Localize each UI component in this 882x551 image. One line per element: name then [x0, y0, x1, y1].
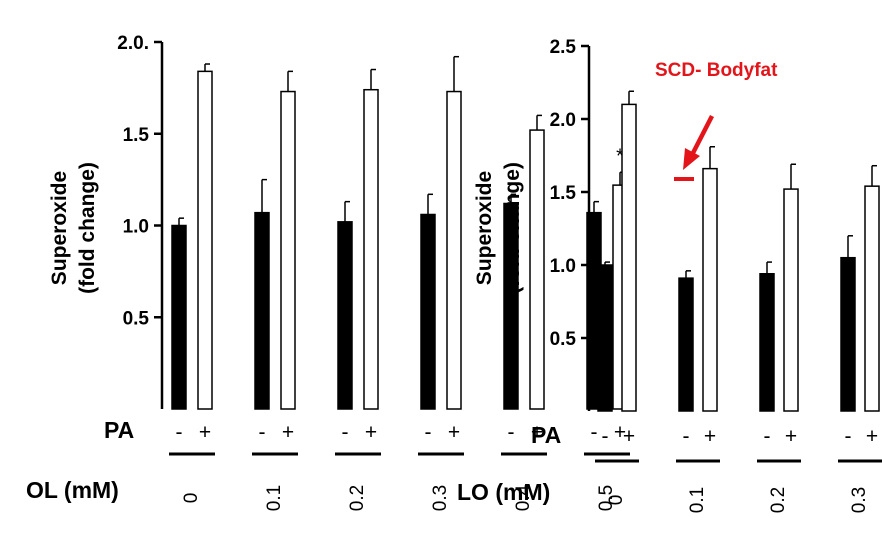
bar-pa — [446, 90, 462, 410]
concentration-row-label: LO (mM) — [457, 479, 550, 505]
y-tick-label: 1.5 — [123, 125, 150, 146]
chart-panel-ol: Superoxide (fold change) 0.5 1.0 1.5 2.0. *… — [26, 33, 630, 511]
pa-row-label: PA — [531, 422, 561, 448]
annotation-arrow — [674, 114, 715, 181]
y-axis-title: Superoxide (fold change) — [48, 162, 99, 294]
pa-sign-label: + — [448, 421, 460, 444]
pa-sign-label: - — [259, 421, 266, 444]
pa-sign-label: + — [785, 425, 797, 448]
concentration-label: 0 — [181, 493, 202, 504]
bar-vehicle — [337, 221, 353, 410]
bar-vehicle — [503, 202, 519, 410]
pa-sign-label: - — [602, 425, 609, 448]
concentration-label: 0.3 — [849, 487, 870, 513]
pa-sign-label: - — [508, 421, 515, 444]
chart-panel-lo: Superoxide (fold change) 0.5 1.0 1.5 2.0 2.5… — [457, 37, 882, 513]
pa-signs-row: -+-+-+-+-+-+ — [602, 425, 879, 448]
y-tick-label: 1.0 — [123, 217, 149, 238]
y-axis-title-line2: (fold change) — [76, 162, 99, 294]
concentration-label: 0.1 — [264, 485, 285, 511]
concentration-label: 0.2 — [768, 487, 789, 513]
pa-signs-row: -+-+-+-+-+-+ — [176, 421, 627, 444]
y-axis-ticks: 0.5 1.0 1.5 2.0 2.5 — [550, 37, 589, 350]
concentration-label: 0.4 — [513, 484, 534, 511]
y-tick-label: 0.5 — [550, 329, 577, 350]
bar-vehicle — [254, 211, 270, 410]
bar-pa — [702, 167, 718, 412]
pa-sign-label: + — [282, 421, 294, 444]
pa-sign-label: - — [176, 421, 183, 444]
bar-group: ** — [597, 90, 880, 412]
pa-sign-label: - — [845, 425, 852, 448]
concentration-label: 0.5 — [596, 485, 617, 511]
y-tick-label: 2.5 — [550, 37, 577, 58]
concentration-label: 0.1 — [687, 487, 708, 513]
bar-vehicle — [840, 256, 856, 412]
y-axis-title-line1: Superoxide — [48, 171, 71, 285]
bar-pa — [621, 103, 637, 412]
y-tick-label: 1.0 — [550, 256, 576, 277]
y-tick-label: 0.5 — [123, 308, 150, 329]
pa-sign-label: + — [199, 421, 211, 444]
pa-sign-label: + — [365, 421, 377, 444]
concentration-label: 0.2 — [347, 485, 368, 511]
y-axis-ticks: 0.5 1.0 1.5 2.0. — [117, 33, 162, 329]
bar-vehicle — [171, 224, 187, 410]
pa-sign-label: + — [531, 421, 543, 444]
pa-sign-label: - — [683, 425, 690, 448]
concentration-row-label: OL (mM) — [26, 477, 119, 503]
concentration-labels: 0 0.1 0.2 0.3 0.4 0.5 — [181, 484, 617, 511]
y-axis-title-line2: (fold change) — [501, 162, 524, 294]
pa-sign-label: + — [614, 421, 626, 444]
y-tick-label: 1.5 — [550, 183, 577, 204]
bar-pa — [280, 90, 296, 410]
bar-pa — [864, 185, 880, 412]
bar-vehicle — [597, 264, 613, 412]
bar-vehicle — [420, 213, 436, 410]
y-tick-label: 2.0 — [550, 110, 576, 131]
y-tick-label: 2.0. — [117, 33, 149, 54]
bar-pa — [783, 188, 799, 412]
pa-sign-label: - — [764, 425, 771, 448]
pa-sign-label: + — [866, 425, 878, 448]
bar-pa — [197, 70, 213, 410]
annotation-label: SCD- Bodyfat — [655, 60, 778, 81]
bar-vehicle — [759, 273, 775, 412]
pa-sign-label: + — [704, 425, 716, 448]
concentration-label: 0 — [606, 495, 627, 506]
pa-sign-label: - — [425, 421, 432, 444]
y-axis-title-line1: Superoxide — [473, 171, 496, 285]
pa-sign-label: - — [342, 421, 349, 444]
pa-row-label: PA — [104, 417, 134, 443]
pa-sign-label: + — [623, 425, 635, 448]
pa-sign-label: - — [591, 421, 598, 444]
bar-pa — [529, 129, 545, 410]
concentration-label: 0.3 — [430, 485, 451, 511]
y-axis-title: Superoxide (fold change) — [473, 162, 524, 294]
significance-marker: * — [616, 145, 624, 167]
bar-pa — [363, 88, 379, 410]
bar-vehicle — [678, 277, 694, 412]
concentration-labels: 00.10.20.30.40.5 — [606, 487, 870, 513]
